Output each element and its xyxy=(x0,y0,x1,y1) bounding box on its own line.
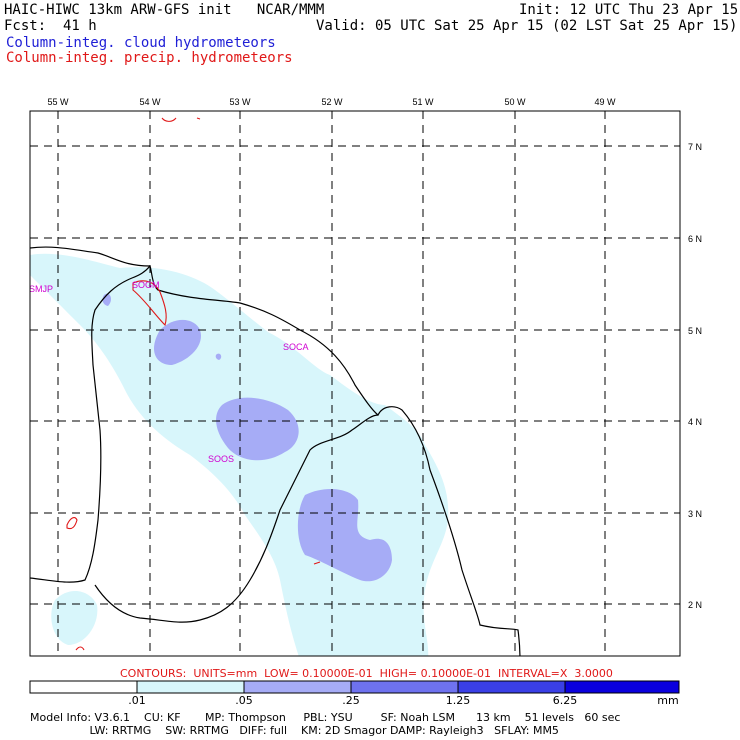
lat-label-4n: 4 N xyxy=(688,417,702,427)
precip-contours xyxy=(66,117,321,651)
lat-label-3n: 3 N xyxy=(688,509,702,519)
colorbar-bin-5 xyxy=(564,680,680,694)
lon-label-54w: 54 W xyxy=(139,97,161,107)
coastline xyxy=(30,246,521,656)
valid-time: Valid: 05 UTC Sat 25 Apr 15 (02 LST Sat … xyxy=(316,18,738,34)
lat-label-5n: 5 N xyxy=(688,326,702,336)
colorbar xyxy=(29,680,680,694)
colorbar-label-4: 6.25 xyxy=(552,694,578,707)
lon-label-55w: 55 W xyxy=(47,97,69,107)
lat-gridlines xyxy=(30,145,680,605)
map-ticks xyxy=(57,111,680,605)
colorbar-bin-3 xyxy=(350,680,459,694)
lon-label-52w: 52 W xyxy=(321,97,343,107)
plot-title: HAIC-HIWC 13km ARW-GFS init NCAR/MMM xyxy=(4,2,325,18)
lon-label-53w: 53 W xyxy=(229,97,251,107)
contours-info: CONTOURS: UNITS=mm LOW= 0.10000E-01 HIGH… xyxy=(120,667,613,680)
coastline-borders xyxy=(30,246,521,656)
model-info-line2: LW: RRTMG SW: RRTMG DIFF: full KM: 2D Sm… xyxy=(30,724,559,737)
cloud-field-medium xyxy=(102,293,392,582)
cloud-field-light xyxy=(30,253,449,656)
model-info-line1: Model Info: V3.6.1 CU: KF MP: Thompson P… xyxy=(30,711,621,724)
colorbar-label-3: 1.25 xyxy=(445,694,471,707)
colorbar-label-2: .25 xyxy=(342,694,360,707)
colorbar-units: mm xyxy=(657,694,679,707)
station-sogm: SOGM xyxy=(132,280,160,290)
lon-label-51w: 51 W xyxy=(412,97,434,107)
field-label-precip: Column-integ. precip. hydrometeors xyxy=(6,50,293,66)
init-time: Init: 12 UTC Thu 23 Apr 15 xyxy=(519,2,739,18)
station-soca: SOCA xyxy=(283,342,309,352)
border-suriname-french-guiana xyxy=(94,414,379,623)
station-labels: SMJP SOGM SOCA SOOS xyxy=(29,280,309,464)
lon-label-49w: 49 W xyxy=(594,97,616,107)
colorbar-label-0: .01 xyxy=(128,694,146,707)
colorbar-bin-0 xyxy=(29,680,138,694)
field-label-cloud: Column-integ. cloud hydrometeors xyxy=(6,35,276,51)
map-frame xyxy=(29,110,681,657)
colorbar-bin-1 xyxy=(136,680,245,694)
lat-label-7n: 7 N xyxy=(688,142,702,152)
lon-labels: 55 W 54 W 53 W 52 W 51 W 50 W 49 W xyxy=(47,97,616,107)
border-suriname-guyana xyxy=(30,265,151,583)
station-soos: SOOS xyxy=(208,454,234,464)
colorbar-bin-2 xyxy=(243,680,352,694)
forecast-hour: Fcst: 41 h xyxy=(4,18,97,34)
lat-label-2n: 2 N xyxy=(688,600,702,610)
lat-labels: 7 N 6 N 5 N 4 N 3 N 2 N xyxy=(688,142,702,610)
colorbar-label-1: .05 xyxy=(235,694,253,707)
lat-label-6n: 6 N xyxy=(688,234,702,244)
colorbar-bin-4 xyxy=(457,680,566,694)
lon-label-50w: 50 W xyxy=(504,97,526,107)
station-smjp: SMJP xyxy=(29,284,53,294)
lon-gridlines xyxy=(57,111,606,656)
map-panel: SMJP SOGM SOCA SOOS xyxy=(29,111,680,656)
